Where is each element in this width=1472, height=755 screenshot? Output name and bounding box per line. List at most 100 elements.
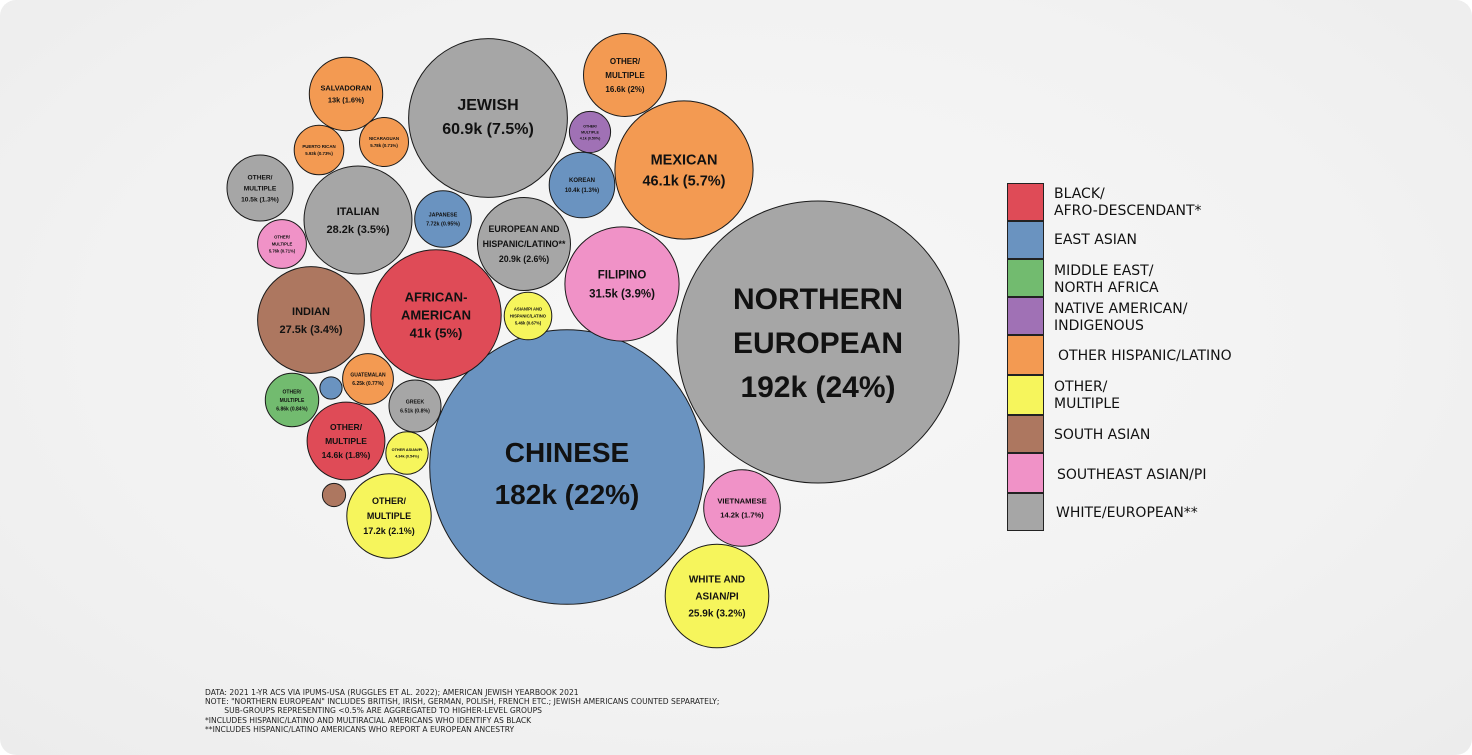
bubble-circle [226,154,294,222]
bubble: GUATEMALAN 6.25k (0.77%) [342,353,394,405]
bubble-circle [264,372,320,428]
bubble-circle [676,200,960,484]
legend-swatch [1007,221,1044,259]
bubble-circle [257,266,365,374]
bubble-label: 6.25k (0.77%) [352,381,384,387]
bubble-label: 20.9k (2.6%) [499,254,549,264]
legend-swatch [1007,453,1044,493]
bubble-label: 6.86k (0.84%) [276,406,308,412]
bubble-label: GUATEMALAN [350,373,386,379]
bubble: OTHER/MULTIPLE 4.1k (0.50%) [568,110,612,154]
legend-item-white: WHITE/EUROPEAN** [1007,493,1307,531]
bubble-label: 5.46k (0.67%) [515,321,542,326]
bubble-label: HISPANIC/LATINO [510,314,547,319]
legend-label: OTHER HISPANIC/LATINO [1058,348,1232,364]
bubble [319,376,343,400]
bubble: JAPANESE 7.72k (0.95%) [414,190,472,248]
bubble-circle [564,226,680,342]
bubble-label: OTHER ASIAN/PI [392,448,423,452]
bubble-label: CHINESE [505,437,629,468]
legend-label: SOUTHEAST ASIAN/PI [1057,467,1207,483]
bubble-label: MULTIPLE [367,511,411,521]
source-notes: DATA: 2021 1-YR ACS VIA IPUMS-USA (RUGGL… [205,688,719,734]
bubble-label: 4.34k (0.54%) [395,455,420,459]
bubble-label: GREEK [406,399,425,405]
bubble: OTHER/MULTIPLE 5.76k (0.71%) [257,219,307,269]
bubble-label: JAPANESE [429,212,458,218]
bubble: PUERTO RICAN 5.93k (0.73%) [293,124,345,176]
legend-item-southeast-asian: SOUTHEAST ASIAN/PI [1007,453,1307,493]
bubble-label: 182k (22%) [495,479,640,510]
bubble-circle [306,401,386,481]
bubble-label: MULTIPLE [325,436,367,446]
bubble-circle [257,219,307,269]
bubble-label: 41k (5%) [410,326,463,341]
bubble-circle [477,197,571,291]
bubble-circle [321,482,347,508]
bubble-circle [414,190,472,248]
bubble-label: MULTIPLE [280,398,305,404]
bubble-label: ITALIAN [337,206,380,218]
legend-swatch [1007,335,1044,375]
legend-label: WHITE/EUROPEAN** [1056,505,1198,521]
bubble-label: ASIAN/PI AND [514,307,542,312]
bubble-label: OTHER/ [283,389,303,395]
bubble-label: 14.2k (1.7%) [720,511,764,520]
bubble: FILIPINO 31.5k (3.9%) [564,226,680,342]
bubble-circle [503,291,553,341]
bubble-label: AMERICAN [401,308,471,323]
note-line: NOTE: "NORTHERN EUROPEAN" INCLUDES BRITI… [205,697,720,707]
bubble-label: 7.72k (0.95%) [426,221,460,227]
legend-item-hispanic: OTHER HISPANIC/LATINO [1007,335,1307,375]
legend-label: EAST ASIAN [1054,232,1137,248]
note-line: DATA: 2021 1-YR ACS VIA IPUMS-USA (RUGGL… [205,688,579,697]
bubble-circle [614,100,754,240]
bubble: ITALIAN 28.2k (3.5%) [303,165,413,275]
bubble-label: WHITE AND [689,575,745,586]
bubble: OTHER/MULTIPLE 16.6k (2%) [583,33,667,117]
bubble: NORTHERN EUROPEAN 192k (24%) [676,200,960,484]
bubble-label: 6.51k (0.8%) [400,408,430,414]
note-line: **INCLUDES HISPANIC/LATINO AMERICANS WHO… [205,724,515,734]
bubble-circle [342,353,394,405]
bubble: OTHER/MULTIPLE 6.86k (0.84%) [264,372,320,428]
legend-item-south-asian: SOUTH ASIAN [1007,415,1307,453]
legend-label: NATIVE AMERICAN/ INDIGENOUS [1054,301,1188,334]
bubble-label: OTHER/ [583,124,597,128]
bubble-circle [385,431,429,475]
bubble-label: 60.9k (7.5%) [442,121,534,138]
bubble: EUROPEAN AND HISPANIC/LATINO** 20.9k (2.6%… [477,197,571,291]
legend-item-native: NATIVE AMERICAN/ INDIGENOUS [1007,297,1307,335]
bubble-label: 28.2k (3.5%) [327,224,390,236]
legend-label: BLACK/ AFRO-DESCENDANT* [1054,186,1202,219]
bubble-circle [359,117,409,167]
bubble-label: KOREAN [569,178,595,184]
legend-swatch [1007,297,1044,335]
bubble-label: 27.5k (3.4%) [280,324,343,336]
bubble: OTHER/MULTIPLE 17.2k (2.1%) [346,473,432,559]
bubble-label: HISPANIC/LATINO** [483,239,566,249]
legend-swatch [1007,259,1044,297]
bubble-label: NORTHERN [733,283,903,316]
bubble-label: MULTIPLE [581,130,599,134]
bubble-label: FILIPINO [598,270,647,282]
legend-item-east-asian: EAST ASIAN [1007,221,1307,259]
bubble: ASIAN/PI AND HISPANIC/LATINO 5.46k (0.67%) [503,291,553,341]
bubble: AFRICAN- AMERICAN 41k (5%) [370,249,502,381]
bubble-label: 5.93k (0.73%) [305,151,333,156]
bubble-circle [319,376,343,400]
bubble-circle [346,473,432,559]
legend-swatch [1007,183,1044,221]
bubble-circle [293,124,345,176]
bubble-label: OTHER/ [372,496,407,506]
bubble-label: 16.6k (2%) [605,85,644,94]
bubble-circle [308,56,384,132]
note-line: SUB-GROUPS REPRESENTING <0.5% ARE AGGREG… [205,706,542,716]
bubble-label: ASIAN/PI [695,592,739,603]
bubble-label: EUROPEAN [733,327,903,360]
bubble-label: MULTIPLE [244,185,277,192]
bubble-circle [303,165,413,275]
legend-swatch [1007,375,1044,415]
legend-label: MIDDLE EAST/ NORTH AFRICA [1054,263,1159,296]
